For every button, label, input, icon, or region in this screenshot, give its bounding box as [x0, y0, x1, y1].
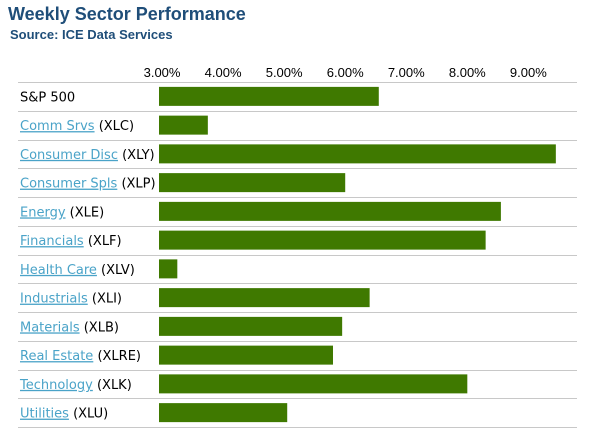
ticker-label: (XLB): [80, 320, 119, 335]
ticker-label: (XLY): [118, 148, 155, 163]
row-label-materials: Materials (XLB): [20, 320, 119, 335]
chart-title: Weekly Sector Performance: [8, 4, 246, 24]
sector-link-materials[interactable]: Materials: [20, 320, 80, 335]
sector-link-financials[interactable]: Financials: [20, 234, 84, 249]
ticker-label: (XLV): [97, 263, 135, 278]
ticker-label: (XLP): [117, 177, 155, 192]
row-label-comm-srvs: Comm Srvs (XLC): [20, 119, 134, 134]
bar-industrials: [159, 288, 370, 308]
row-label-energy: Energy (XLE): [20, 205, 104, 220]
bar-technology: [159, 374, 468, 394]
ticker-label: (XLRE): [93, 349, 141, 364]
sector-link-consumer-spls[interactable]: Consumer Spls: [20, 177, 118, 192]
sector-link-utilities[interactable]: Utilities: [20, 407, 69, 422]
ticker-label: (XLE): [66, 205, 105, 220]
row-label-financials: Financials (XLF): [20, 234, 122, 249]
bar-utilities: [159, 403, 288, 423]
x-tick-label: 8.00%: [449, 65, 486, 80]
bar-real-estate: [159, 345, 333, 365]
sector-link-technology[interactable]: Technology: [19, 378, 93, 393]
ticker-label: (XLK): [93, 378, 132, 393]
sector-link-real-estate[interactable]: Real Estate: [20, 349, 93, 364]
row-label-utilities: Utilities (XLU): [20, 407, 108, 422]
bar-consumer-spls: [159, 173, 346, 193]
x-tick-label: 4.00%: [205, 65, 242, 80]
bar-health-care: [159, 259, 178, 279]
x-tick-label: 9.00%: [510, 65, 547, 80]
row-label-s-p-500: S&P 500: [20, 90, 75, 105]
row-label-technology: Technology (XLK): [19, 378, 132, 393]
x-tick-label: 5.00%: [266, 65, 303, 80]
ticker-label: (XLU): [69, 407, 108, 422]
row-label-real-estate: Real Estate (XLRE): [20, 349, 141, 364]
row-label-industrials: Industrials (XLI): [20, 292, 122, 307]
row-label-consumer-disc: Consumer Disc (XLY): [20, 148, 155, 163]
sector-link-industrials[interactable]: Industrials: [20, 292, 88, 307]
bar-materials: [159, 316, 343, 336]
bar-consumer-disc: [159, 144, 556, 164]
bar-comm-srvs: [159, 115, 208, 135]
bar-energy: [159, 201, 501, 221]
ticker-label: (XLI): [88, 292, 122, 307]
bar-financials: [159, 230, 486, 250]
x-tick-label: 7.00%: [388, 65, 425, 80]
ticker-label: (XLF): [84, 234, 122, 249]
ticker-label: (XLC): [95, 119, 135, 134]
sector-link-comm-srvs[interactable]: Comm Srvs: [20, 119, 95, 134]
bar-s-p-500: [159, 86, 379, 106]
chart-source: Source: ICE Data Services: [10, 27, 173, 42]
sector-link-consumer-disc[interactable]: Consumer Disc: [20, 148, 118, 163]
row-label-consumer-spls: Consumer Spls (XLP): [20, 177, 156, 192]
x-tick-label: 6.00%: [327, 65, 364, 80]
sector-link-energy[interactable]: Energy: [20, 205, 66, 220]
row-label-health-care: Health Care (XLV): [20, 263, 135, 278]
index-name: S&P 500: [20, 90, 75, 105]
sector-link-health-care[interactable]: Health Care: [20, 263, 97, 278]
x-tick-label: 3.00%: [144, 65, 181, 80]
